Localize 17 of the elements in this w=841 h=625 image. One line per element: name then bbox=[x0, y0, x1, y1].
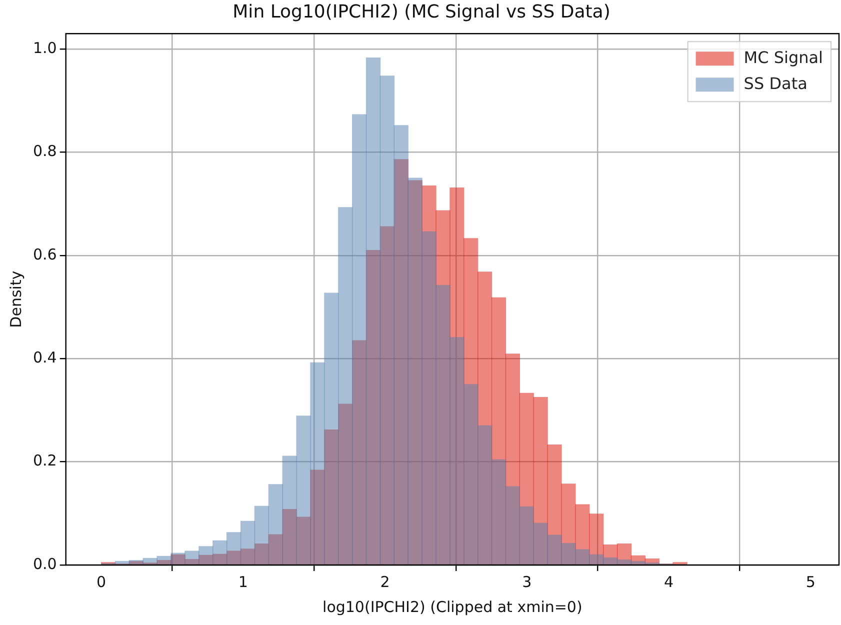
legend-label: SS Data bbox=[744, 74, 808, 93]
x-tick-label: 3 bbox=[522, 572, 532, 591]
y-tick-label: 1.0 bbox=[32, 38, 57, 57]
x-tick-label: 0 bbox=[96, 572, 106, 591]
y-tick-label: 0.8 bbox=[32, 142, 57, 160]
x-tick-label: 5 bbox=[806, 572, 816, 591]
x-tick-label: 2 bbox=[380, 572, 390, 591]
chart-title: Min Log10(IPCHI2) (MC Signal vs SS Data) bbox=[232, 1, 610, 22]
x-tick-label: 4 bbox=[664, 572, 674, 591]
y-tick-label: 0.6 bbox=[32, 245, 57, 264]
x-axis-title: log10(IPCHI2) (Clipped at xmin=0) bbox=[322, 598, 582, 616]
y-tick-label: 0.0 bbox=[32, 554, 57, 573]
legend-label: MC Signal bbox=[744, 48, 824, 67]
y-tick-label: 0.4 bbox=[32, 348, 57, 367]
x-tick-label: 1 bbox=[238, 572, 248, 591]
y-tick-label: 0.2 bbox=[32, 452, 57, 470]
y-axis-title: Density bbox=[6, 270, 25, 328]
